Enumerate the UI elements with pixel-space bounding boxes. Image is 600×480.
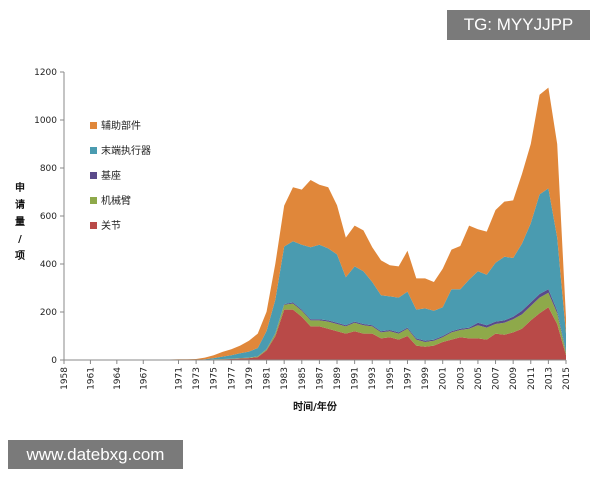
y-tick-label-1000: 1000	[34, 116, 57, 126]
y-ticks-group: 0 200 400 600 800 1000 1200	[34, 68, 64, 366]
x-tick-label-1999: 1999	[421, 367, 431, 390]
legend-swatch-末端执行器	[90, 147, 97, 154]
area-series-2	[64, 292, 566, 360]
x-tick-label-1975: 1975	[210, 367, 220, 390]
y-tick-label-400: 400	[40, 260, 57, 270]
legend-swatch-机械臂	[90, 197, 97, 204]
x-tick-label-2003: 2003	[456, 367, 466, 390]
x-tick-label-1973: 1973	[192, 367, 202, 390]
watermark-bottom: www.datebxg.com	[8, 440, 183, 469]
watermark-top: TG: MYYJJPP	[447, 10, 590, 40]
y-axis-title-char: 申	[15, 181, 25, 194]
x-tick-label-1985: 1985	[298, 367, 308, 390]
x-tick-label-1958: 1958	[60, 367, 70, 390]
y-axis-title-char: 量	[15, 215, 25, 228]
x-tick-label-1979: 1979	[245, 367, 255, 390]
y-axis-title-char: 项	[15, 250, 25, 262]
area-series-4	[64, 188, 566, 360]
x-tick-label-1987: 1987	[315, 367, 325, 390]
x-tick-label-1971: 1971	[174, 367, 184, 390]
x-tick-label-2005: 2005	[474, 367, 484, 390]
x-tick-label-1989: 1989	[333, 367, 343, 390]
x-tick-label-1977: 1977	[227, 367, 237, 390]
area-series-group	[64, 87, 566, 360]
y-axis-title-char: 请	[15, 198, 25, 211]
legend-label-关节: 关节	[101, 219, 121, 232]
x-tick-label-1967: 1967	[139, 367, 149, 390]
x-tick-label-1995: 1995	[386, 367, 396, 390]
x-tick-label-2009: 2009	[509, 367, 519, 390]
legend-swatch-辅助部件	[90, 122, 97, 129]
x-tick-label-2007: 2007	[492, 367, 502, 390]
x-ticks-group: 1958 1961 1964 1967 1971 1973 1975 1977 1979 1981…	[60, 360, 572, 390]
y-tick-label-600: 600	[40, 212, 57, 222]
x-axis-title: 时间/年份	[293, 400, 338, 413]
x-tick-label-2013: 2013	[544, 367, 554, 390]
y-tick-label-1200: 1200	[34, 68, 57, 78]
x-tick-label-1991: 1991	[351, 367, 361, 390]
y-tick-label-0: 0	[51, 356, 57, 366]
x-tick-label-2001: 2001	[439, 367, 449, 390]
area-series-1	[64, 307, 566, 360]
x-tick-label-2015: 2015	[562, 367, 572, 390]
x-tick-label-1997: 1997	[403, 367, 413, 390]
x-tick-label-2011: 2011	[527, 367, 537, 390]
area-series-5	[64, 87, 566, 360]
legend-swatch-基座	[90, 172, 97, 179]
x-tick-label-1981: 1981	[263, 367, 273, 390]
y-axis-title: 申请量 / 项	[15, 181, 25, 262]
legend-label-基座: 基座	[101, 169, 121, 182]
x-tick-label-1983: 1983	[280, 367, 290, 390]
legend-label-末端执行器: 末端执行器	[101, 144, 151, 157]
legend-label-机械臂: 机械臂	[101, 194, 131, 207]
x-tick-label-1964: 1964	[113, 367, 123, 390]
x-tick-label-1961: 1961	[86, 367, 96, 390]
y-axis-title-char: /	[18, 234, 22, 245]
legend-label-辅助部件: 辅助部件	[101, 119, 141, 132]
legend-swatch-关节	[90, 222, 97, 229]
y-tick-label-200: 200	[40, 308, 57, 318]
y-tick-label-800: 800	[40, 164, 57, 174]
x-tick-label-1993: 1993	[368, 367, 378, 390]
